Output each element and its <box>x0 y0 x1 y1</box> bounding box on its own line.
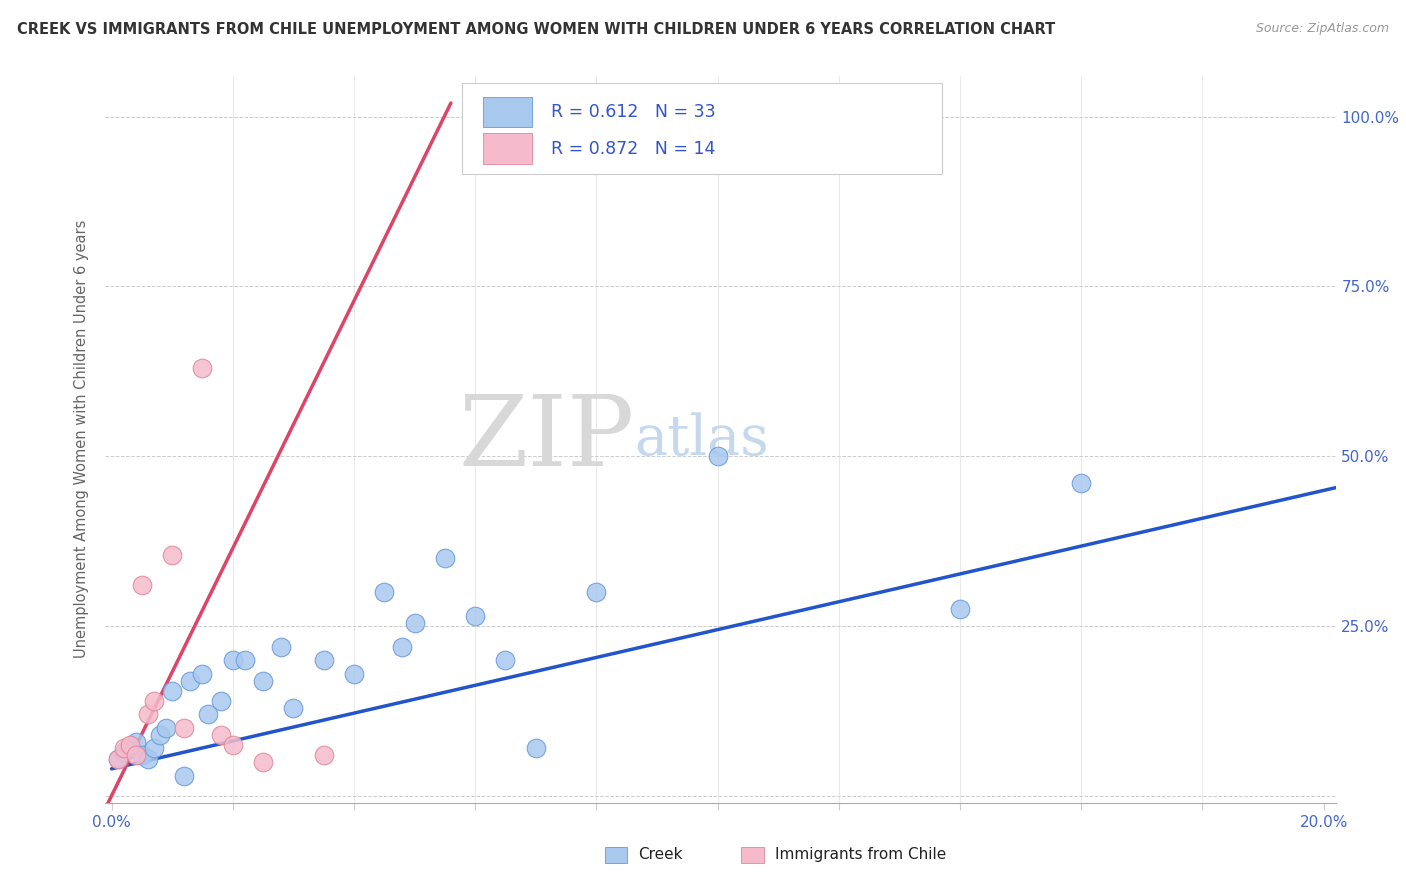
Point <box>391 640 413 654</box>
Point <box>283 700 305 714</box>
Point <box>125 748 148 763</box>
Point <box>222 653 245 667</box>
Point <box>209 694 232 708</box>
Point <box>112 741 135 756</box>
Point <box>107 751 129 765</box>
Point <box>149 728 172 742</box>
Point <box>173 769 195 783</box>
Point <box>949 602 972 616</box>
Point <box>373 585 395 599</box>
Point <box>494 653 516 667</box>
Point <box>136 751 159 765</box>
Point <box>233 653 256 667</box>
Point <box>136 707 159 722</box>
Text: atlas: atlas <box>634 412 769 467</box>
Point <box>252 673 274 688</box>
Point <box>112 745 135 759</box>
Text: Creek: Creek <box>638 847 683 862</box>
Point <box>155 721 177 735</box>
Point <box>270 640 292 654</box>
Point <box>107 751 129 765</box>
FancyBboxPatch shape <box>463 83 942 174</box>
Point <box>1070 476 1092 491</box>
Text: Immigrants from Chile: Immigrants from Chile <box>775 847 946 862</box>
Point <box>142 741 165 756</box>
Point <box>524 741 547 756</box>
Bar <box>484 97 533 128</box>
Text: CREEK VS IMMIGRANTS FROM CHILE UNEMPLOYMENT AMONG WOMEN WITH CHILDREN UNDER 6 YE: CREEK VS IMMIGRANTS FROM CHILE UNEMPLOYM… <box>17 22 1054 37</box>
Point <box>404 615 426 630</box>
Text: R = 0.872   N = 14: R = 0.872 N = 14 <box>551 139 716 158</box>
Point <box>191 361 214 376</box>
Point <box>197 707 219 722</box>
Point <box>125 734 148 748</box>
Point <box>142 694 165 708</box>
Point <box>312 653 335 667</box>
Bar <box>484 133 533 164</box>
Point <box>433 551 456 566</box>
Point <box>191 666 214 681</box>
Point <box>118 741 141 756</box>
Text: R = 0.612   N = 33: R = 0.612 N = 33 <box>551 103 716 121</box>
Point <box>343 666 366 681</box>
Point <box>222 738 245 752</box>
Point <box>464 609 486 624</box>
Point <box>118 738 141 752</box>
Point <box>312 748 335 763</box>
Point <box>179 673 201 688</box>
Point <box>585 585 607 599</box>
Point <box>160 548 183 562</box>
Point <box>252 755 274 769</box>
Point <box>131 748 153 763</box>
Point <box>706 450 728 464</box>
Point <box>160 683 183 698</box>
Y-axis label: Unemployment Among Women with Children Under 6 years: Unemployment Among Women with Children U… <box>75 220 90 658</box>
Point <box>209 728 232 742</box>
Point <box>173 721 195 735</box>
Text: ZIP: ZIP <box>458 392 634 487</box>
Text: Source: ZipAtlas.com: Source: ZipAtlas.com <box>1256 22 1389 36</box>
Point <box>131 578 153 592</box>
